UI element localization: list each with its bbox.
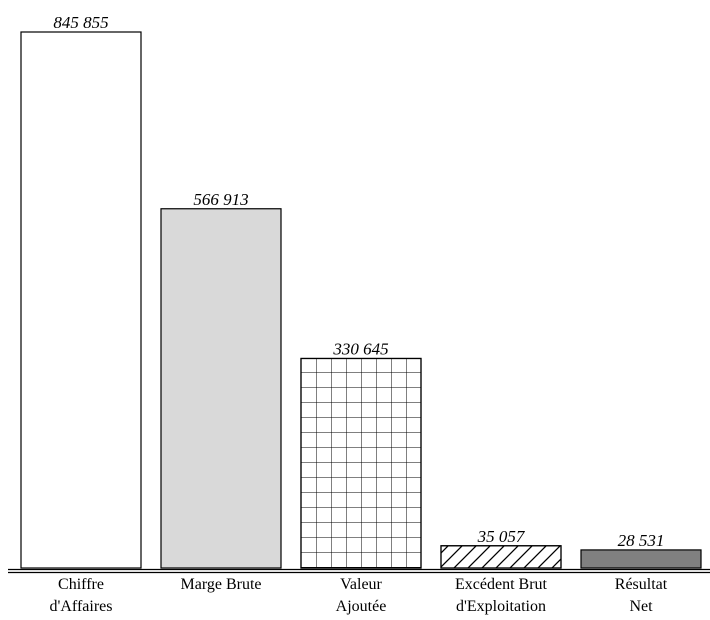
value-label-marge-brute: 566 913 [193, 190, 248, 209]
x-axis-baseline [8, 568, 710, 574]
category-label-resultat-net-line-2: Net [629, 598, 653, 615]
category-label-valeur-ajoutee-line-1: Valeur [340, 576, 382, 593]
category-label-chiffre-d-affaires-line-1: Chiffre [58, 576, 104, 593]
value-label-valeur-ajoutee: 330 645 [332, 339, 388, 358]
category-labels-group: Chiffre d'Affaires Marge Brute Valeur Ajouté… [49, 576, 667, 615]
category-label-resultat-net-line-1: Résultat [615, 576, 668, 593]
bar-pattern-excedent-brut-d-exploitation [440, 545, 562, 569]
bar-chiffre-d-affaires [20, 31, 142, 569]
value-label-resultat-net: 28 531 [618, 531, 665, 550]
bar-marge-brute [160, 208, 282, 569]
category-label-chiffre-d-affaires-line-2: d'Affaires [49, 598, 112, 615]
bar-resultat-net [580, 549, 702, 569]
category-label-marge-brute-line-1: Marge Brute [180, 576, 261, 593]
bars-group [20, 31, 702, 569]
value-label-excedent-brut-d-exploitation: 35 057 [477, 527, 526, 546]
value-labels-group: 845 855 566 913 330 645 35 057 28 531 [53, 13, 664, 550]
category-label-excedent-brut-d-exploitation-line-1: Excédent Brut [455, 576, 548, 593]
bar-pattern-valeur-ajoutee [300, 357, 422, 569]
value-label-chiffre-d-affaires: 845 855 [53, 13, 108, 32]
category-label-valeur-ajoutee-line-2: Ajoutée [336, 598, 387, 615]
category-label-excedent-brut-d-exploitation-line-2: d'Exploitation [456, 598, 546, 615]
